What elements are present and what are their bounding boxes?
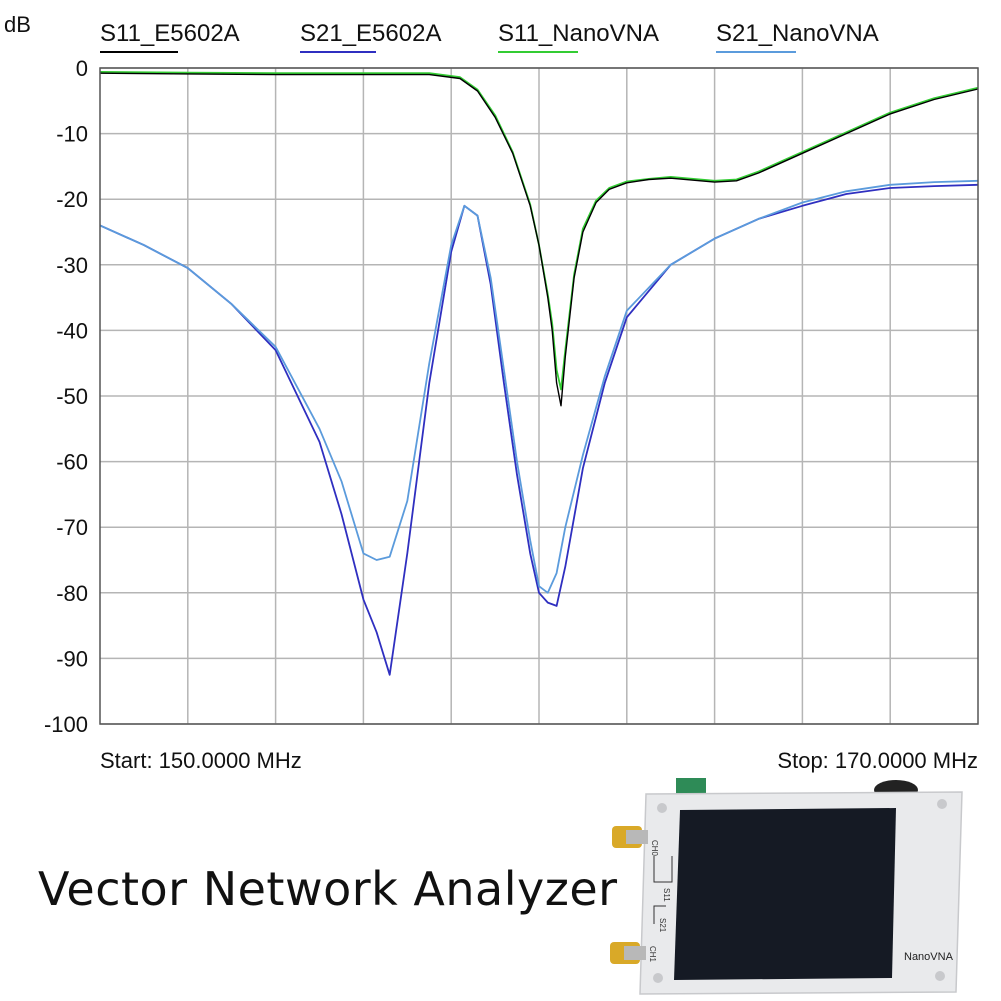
- device-brand-label: NanoVNA: [904, 951, 954, 963]
- y-tick-labels: 0 -10 -20 -30 -40 -50 -60 -70 -80 -90 -100: [44, 56, 88, 737]
- start-frequency-label: Start: 150.0000 MHz: [100, 748, 302, 773]
- device-screw: [657, 803, 667, 813]
- legend-entry-s11-nanovna: S11_NanoVNA: [498, 20, 659, 47]
- y-tick-label: -90: [56, 646, 88, 671]
- y-tick-label: 0: [76, 56, 88, 81]
- y-tick-label: -80: [56, 581, 88, 606]
- ch1-port-label: CH1: [648, 946, 657, 963]
- legend-entry-s21-nanovna: S21_NanoVNA: [716, 20, 879, 47]
- legend-entry-s21-e5602a: S21_E5602A: [300, 20, 441, 47]
- y-tick-label: -60: [56, 450, 88, 475]
- device-green-tab: [676, 778, 706, 794]
- s21-marking: S21: [658, 918, 667, 933]
- banner-title: Vector Network Analyzer: [38, 862, 618, 916]
- y-tick-label: -10: [56, 122, 88, 147]
- device-screw: [937, 799, 947, 809]
- s11-path-marking: [653, 856, 673, 883]
- ch1-connector-base: [624, 946, 646, 960]
- s21-path-marking: [653, 905, 666, 924]
- y-tick-label: -20: [56, 187, 88, 212]
- ch0-port-label: CH0: [650, 840, 659, 857]
- grid: [100, 67, 978, 725]
- series-line-s11-e5602a: [99, 72, 979, 407]
- series-lines: [99, 71, 979, 676]
- y-tick-label: -40: [56, 318, 88, 343]
- y-tick-label: -50: [56, 384, 88, 409]
- y-tick-label: -30: [56, 253, 88, 278]
- nanovna-device-photo: CH0 CH1 S11 S21 NanoVNA: [610, 778, 963, 995]
- device-screw: [935, 971, 945, 981]
- plot-frame: [99, 67, 979, 725]
- legend: S11_E5602A S21_E5602A S11_NanoVNA S21_NanoV…: [100, 20, 879, 53]
- y-tick-label: -100: [44, 712, 88, 737]
- ch0-connector-base: [626, 830, 648, 844]
- series-line-s11-nanovna: [99, 71, 979, 391]
- device-screw: [653, 973, 663, 983]
- y-axis-label: dB: [4, 12, 31, 37]
- device-screen: [674, 808, 896, 980]
- series-line-s21-nanovna: [99, 179, 979, 594]
- y-tick-label: -70: [56, 515, 88, 540]
- legend-entry-s11-e5602a: S11_E5602A: [100, 20, 240, 47]
- s11-marking: S11: [662, 888, 671, 902]
- stop-frequency-label: Stop: 170.0000 MHz: [777, 748, 978, 773]
